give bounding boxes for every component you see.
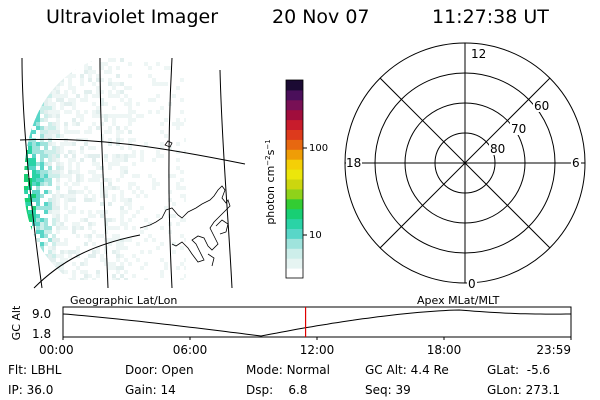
glat-status: GLat: -5.6 — [487, 363, 551, 377]
mlt-label-6: 6 — [572, 156, 580, 170]
sequence-status: Seq: 39 — [365, 383, 411, 397]
time-axis-label: 00:00 — [39, 343, 74, 357]
altitude-axis-label: GC Alt — [10, 305, 23, 340]
colorbar-units-label: photon cm−2s−1 — [264, 139, 277, 224]
altitude-curve — [62, 309, 571, 337]
geographic-image-panel — [19, 57, 246, 289]
time-axis-label: 06:00 — [173, 343, 208, 357]
glon-status: GLon: 273.1 — [487, 383, 560, 397]
mlat-label-60: 60 — [534, 99, 549, 113]
coastline — [139, 140, 231, 267]
mode-status: Mode: Normal — [246, 363, 330, 377]
altitude-tick-max: 9.0 — [32, 307, 51, 321]
time-axis-label: 12:00 — [300, 343, 335, 357]
filter-status: Flt: LBHL — [8, 363, 62, 377]
mlt-label-12: 12 — [471, 47, 486, 61]
gain-status: Gain: 14 — [125, 383, 176, 397]
time-axis-label: 18:00 — [427, 343, 462, 357]
mlat-label-80: 80 — [490, 142, 505, 156]
mlt-label-18: 18 — [346, 156, 361, 170]
altitude-timeline-plot: GC Alt 9.0 1.8 Geographic Lat/Lon Apex M… — [10, 294, 572, 357]
altitude-status: GC Alt: 4.4 Re — [365, 363, 449, 377]
map-grid-lines — [19, 57, 246, 289]
mlat-label-70: 70 — [511, 122, 526, 136]
time-axis-label: 23:59 — [536, 343, 571, 357]
altitude-tick-min: 1.8 — [32, 327, 51, 341]
color-scale-bar: photon cm−2s−1 100 10 — [264, 79, 328, 279]
magnetic-polar-grid: 12 6 0 18 60 70 80 — [344, 42, 586, 291]
colorbar-tick-100: 100 — [309, 143, 328, 154]
colorbar-gradient — [286, 80, 303, 279]
instrument-title: Ultraviolet Imager — [46, 6, 219, 28]
dsp-status: Dsp: 6.8 — [246, 383, 308, 397]
image-time: 11:27:38 UT — [432, 6, 549, 28]
colorbar-tick-10: 10 — [309, 230, 322, 241]
ip-status: IP: 36.0 — [8, 383, 54, 397]
mlt-label-0: 0 — [468, 277, 476, 291]
geographic-coords-title: Geographic Lat/Lon — [70, 294, 177, 307]
image-date: 20 Nov 07 — [272, 6, 370, 28]
apex-coords-title: Apex MLat/MLT — [417, 294, 500, 307]
auroral-emission-pixels — [23, 58, 186, 280]
door-status: Door: Open — [125, 363, 194, 377]
